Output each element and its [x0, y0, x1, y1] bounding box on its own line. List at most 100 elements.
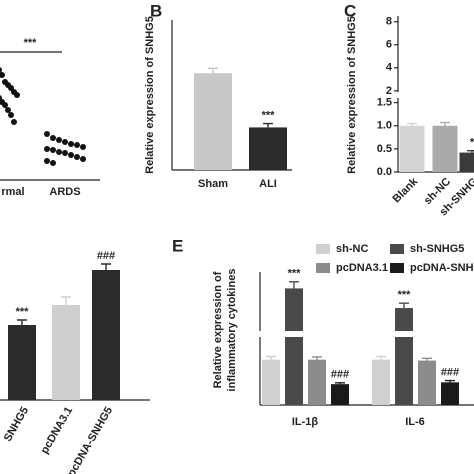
y-tick-label: 0.0: [377, 166, 392, 178]
dot: [80, 156, 86, 162]
bar: [459, 152, 474, 172]
dot: [11, 119, 17, 125]
bar: [8, 325, 36, 400]
bar: [432, 125, 458, 172]
y-tick-label: 1.0: [377, 120, 392, 132]
bar: [399, 125, 425, 172]
dot: [44, 131, 50, 137]
dot: [62, 150, 68, 156]
error-bar: [17, 319, 27, 325]
error-bar: [445, 379, 455, 383]
bar: [194, 73, 232, 170]
bar: [92, 270, 120, 400]
dot: [8, 112, 14, 118]
legend-swatch: [390, 244, 404, 254]
dot: [0, 67, 2, 73]
significance: ***: [16, 306, 30, 318]
y-tick-label: 4: [386, 62, 393, 74]
panel-letter: C: [344, 1, 356, 20]
y-tick-label: 6: [386, 39, 392, 51]
dot: [80, 144, 86, 150]
dot: [74, 142, 80, 148]
x-tick-label: ARDS: [49, 186, 80, 198]
bar: [285, 288, 303, 405]
error-bar: [266, 355, 276, 360]
dot: [68, 141, 74, 147]
y-tick-label: 0.5: [377, 143, 392, 155]
bar: [308, 359, 326, 405]
bar: [441, 382, 459, 405]
dot: [5, 107, 11, 113]
y-axis-label: Relative expression of: [212, 271, 224, 388]
legend-label: sh-NC: [336, 243, 368, 255]
x-tick-label: IL-6: [405, 416, 425, 428]
error-bar: [467, 150, 474, 153]
error-bar: [407, 122, 417, 126]
legend-swatch: [390, 263, 404, 273]
legend-label: pcDNA3.1: [336, 262, 388, 274]
bar: [262, 359, 280, 405]
error-bar: [312, 356, 322, 360]
significance: ###: [441, 366, 459, 378]
x-tick-label: SNHG5: [2, 405, 31, 444]
axis-break: [392, 92, 474, 98]
legend-label: sh-SNHG5: [410, 243, 464, 255]
error-bar: [376, 355, 386, 360]
dot: [74, 154, 80, 160]
significance: ***: [24, 37, 38, 49]
error-bar: [440, 121, 450, 126]
x-tick-label: pcDNA-SNHG5: [66, 405, 116, 474]
dot: [44, 146, 50, 152]
dot: [62, 139, 68, 145]
error-bar: [422, 357, 432, 361]
dot: [14, 92, 20, 98]
dot: [56, 137, 62, 143]
bar: [395, 308, 413, 405]
x-tick-label: rmal: [1, 186, 24, 198]
dot: [44, 158, 50, 164]
legend-swatch: [316, 263, 330, 273]
x-tick-label: IL-1β: [292, 416, 319, 428]
error-bar: [208, 67, 218, 74]
x-tick-label: Sham: [198, 178, 228, 190]
error-bar: [263, 122, 273, 128]
significance: ***: [398, 289, 412, 301]
legend-label: pcDNA-SNHG: [410, 262, 474, 274]
bar: [331, 384, 349, 405]
panel-letter: B: [150, 1, 162, 20]
bar: [52, 305, 80, 400]
y-tick-label: 2: [386, 85, 392, 97]
significance: ***: [288, 268, 302, 280]
significance: ***: [262, 109, 276, 121]
x-tick-label: Blank: [390, 175, 420, 205]
bar: [372, 359, 390, 405]
y-tick-label: 1.5: [377, 97, 392, 109]
y-tick-label: 8: [386, 16, 392, 28]
error-bar: [61, 296, 71, 305]
significance: *: [470, 137, 474, 149]
dot: [0, 72, 5, 78]
bar: [249, 127, 287, 170]
axis-break: [254, 331, 474, 337]
y-axis-label: inflammatory cytokines: [226, 269, 238, 392]
dot: [50, 135, 56, 141]
bar: [418, 360, 436, 405]
x-tick-label: ALI: [259, 178, 277, 190]
dot: [2, 102, 8, 108]
error-bar: [289, 281, 299, 289]
significance: ###: [97, 250, 115, 262]
x-tick-label: pcDNA3.1: [39, 405, 75, 456]
dot: [56, 149, 62, 155]
error-bar: [101, 263, 111, 270]
dot: [68, 152, 74, 158]
y-axis-label: Relative expression of SNHG5: [346, 16, 358, 174]
panel-letter: E: [172, 236, 183, 255]
dot: [50, 147, 56, 153]
error-bar: [335, 382, 345, 385]
error-bar: [399, 302, 409, 309]
significance: ###: [331, 369, 349, 381]
legend-swatch: [316, 244, 330, 254]
y-axis-label: Relative expression of SNHG5: [144, 16, 156, 174]
dot: [50, 160, 56, 166]
